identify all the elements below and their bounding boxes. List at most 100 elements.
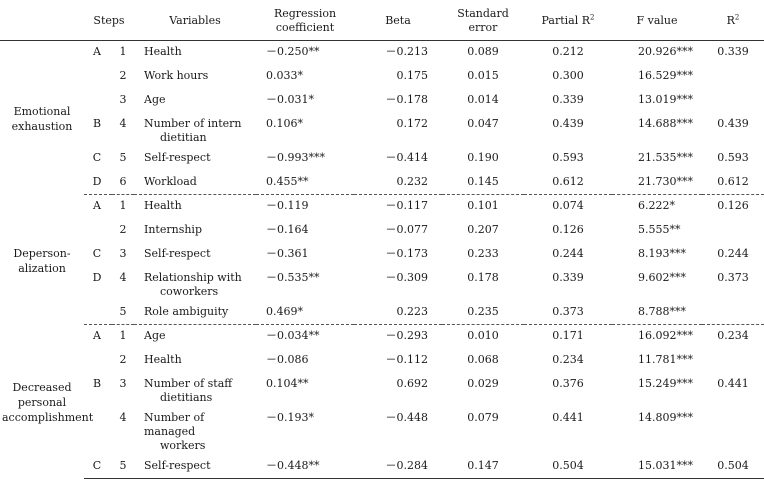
step-cell [84, 65, 112, 89]
header-r2: R2 [702, 2, 764, 41]
variable-cell: Self-respect [134, 454, 256, 479]
r2-cell: 0.373 [717, 270, 749, 284]
beta-cell: －0.293 [385, 329, 429, 342]
step-cell: B [92, 376, 102, 390]
r2-cell: 0.126 [717, 199, 749, 212]
standard-error-cell: 0.047 [467, 116, 499, 130]
variable-name: Role ambiguity [144, 304, 229, 318]
group-label: Deperson-alization [13, 246, 71, 275]
coefficient-cell: －0.193* [266, 410, 314, 424]
header-regression-coefficient: Regression coefficient [256, 2, 354, 41]
beta-cell: －0.077 [385, 222, 429, 236]
r2-cell: 0.593 [717, 150, 749, 164]
step-cell: D [92, 270, 102, 284]
step-cell [84, 219, 112, 243]
variable-name: Age [144, 329, 166, 342]
number-cell: 3 [119, 376, 127, 390]
f-value-cell: 15.249*** [638, 376, 693, 390]
beta-cell: －0.284 [354, 454, 442, 479]
f-value-cell: 16.092*** [638, 329, 693, 342]
r2-cell: 0.439 [717, 116, 749, 130]
f-value-cell: 16.529*** [638, 68, 693, 82]
partial-r2-cell: 0.339 [552, 92, 584, 106]
variable-cell: Health [134, 195, 256, 219]
variable-cell: Self-respect [134, 243, 256, 267]
beta-cell: －0.173 [385, 246, 429, 260]
beta-cell: －0.117 [385, 199, 429, 212]
coefficient-cell: 0.104** [266, 376, 309, 390]
coefficient-cell: 0.033* [266, 68, 303, 82]
table-row: B 3 Number of staff dietitians 0.104** 0.692 0… [0, 373, 764, 407]
beta-cell: －0.309 [385, 270, 429, 284]
variable-name: Workload [144, 174, 197, 188]
table-row: 5 Role ambiguity 0.469* 0.223 0.235 0.373 8.78… [0, 300, 764, 325]
beta-cell: －0.213 [385, 45, 429, 58]
standard-error-cell: 0.029 [467, 376, 499, 390]
f-value-cell: 6.222* [638, 199, 675, 212]
header-steps: Steps [84, 2, 134, 41]
standard-error-cell: 0.089 [467, 45, 499, 58]
partial-r2-cell: 0.504 [524, 454, 612, 479]
variable-name: Number of intern [144, 116, 242, 130]
step-cell [84, 300, 112, 325]
standard-error-cell: 0.207 [467, 222, 499, 236]
beta-cell: 0.172 [396, 116, 429, 130]
partial-r2-cell: 0.244 [552, 246, 584, 260]
table-row: 2 Internship －0.164 －0.077 0.207 0.126 5.555** [0, 219, 764, 243]
table-row: B 4 Number of intern dietitian 0.106* 0.172 0.… [0, 113, 764, 147]
f-value-cell: 9.602*** [638, 270, 686, 284]
variable-name: Internship [144, 222, 202, 236]
partial-r2-cell: 0.612 [524, 170, 612, 195]
f-value-cell: 20.926*** [638, 45, 693, 58]
table-row: D 4 Relationship with coworkers －0.535** －0.3… [0, 267, 764, 301]
table-row: D 6 Workload 0.455** 0.232 0.145 0.612 21.730**… [0, 170, 764, 195]
f-value-cell: 15.031*** [612, 454, 702, 479]
variable-cell: Number of managed workers [134, 407, 256, 455]
coefficient-cell: 0.455** [256, 170, 354, 195]
standard-error-cell: 0.101 [467, 199, 499, 212]
number-cell: 5 [112, 454, 134, 479]
number-cell: 6 [112, 170, 134, 195]
header-regression-coefficient-text: Regression coefficient [273, 7, 337, 34]
variable-cell: Age [134, 325, 256, 349]
header-standard-error: Standard error [442, 2, 524, 41]
r2-cell: 0.441 [717, 376, 749, 390]
table-row: 4 Number of managed workers －0.193* －0.448 0.… [0, 407, 764, 455]
f-value-cell: 13.019*** [638, 92, 693, 106]
partial-r2-cell: 0.439 [552, 116, 584, 130]
standard-error-cell: 0.145 [442, 170, 524, 195]
table-row: Deperson-alization A 1 Health －0.119 －0.117 0.… [0, 195, 764, 275]
partial-r2-cell: 0.300 [552, 68, 584, 82]
coefficient-cell: 0.469* [256, 300, 354, 325]
r2-cell [702, 89, 764, 113]
variable-name-continued: dietitian [160, 130, 207, 144]
number-cell: 1 [119, 199, 127, 212]
f-value-cell: 5.555** [638, 222, 681, 236]
beta-cell: －0.448 [385, 410, 429, 424]
variable-name: Self-respect [144, 246, 211, 260]
coefficient-cell: 0.106* [266, 116, 303, 130]
coefficient-cell: －0.361 [266, 246, 309, 260]
partial-r2-cell: 0.593 [552, 150, 584, 164]
beta-cell: 0.232 [354, 170, 442, 195]
beta-cell: －0.178 [385, 92, 429, 106]
number-cell: 1 [119, 45, 127, 58]
r2-cell [702, 219, 764, 243]
variable-name: Self-respect [144, 150, 211, 164]
r2-cell [702, 65, 764, 89]
beta-cell: 0.223 [354, 300, 442, 325]
step-cell [84, 89, 112, 113]
number-cell: 2 [119, 68, 127, 82]
table-body: Emotional exhaustion A 1 Health －0.250** －0.2… [0, 41, 764, 479]
f-value-cell: 14.688*** [638, 116, 693, 130]
table-row: 2 Work hours 0.033* 0.175 0.015 0.300 16.529**… [0, 65, 764, 89]
number-cell: 2 [119, 222, 127, 236]
table-row: C 3 Self-respect －0.361 －0.173 0.233 0.244 8.19… [0, 243, 764, 267]
header-group [0, 2, 84, 41]
r2-cell: 0.234 [717, 329, 749, 342]
standard-error-cell: 0.147 [442, 454, 524, 479]
coefficient-cell: －0.086 [266, 352, 309, 366]
table-header: Steps Variables Regression coefficient B… [0, 2, 764, 41]
coefficient-cell: －0.119 [266, 199, 309, 212]
partial-r2-cell: 0.126 [552, 222, 584, 236]
